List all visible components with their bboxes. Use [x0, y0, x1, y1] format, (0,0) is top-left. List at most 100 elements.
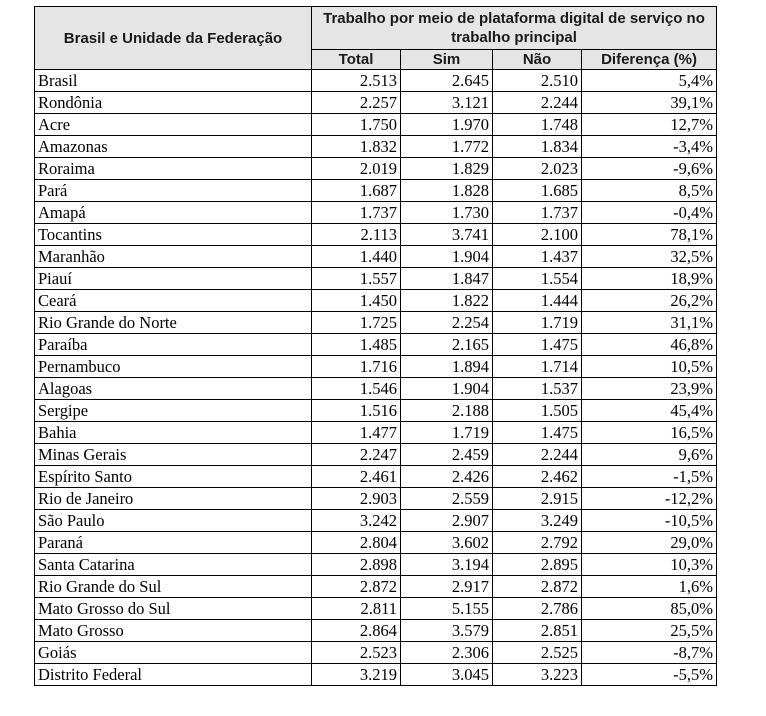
sim-cell: 1.822 — [400, 289, 493, 312]
column-header-diferenca: Diferença (%) — [580, 49, 718, 70]
nao-cell: 1.475 — [492, 333, 582, 356]
total-cell: 2.898 — [311, 553, 401, 576]
table-row: Roraima 2.019 1.829 2.023 -9,6% — [34, 157, 718, 180]
sim-cell: 1.828 — [400, 179, 493, 202]
diferenca-cell: 18,9% — [580, 267, 718, 290]
nao-cell: 1.475 — [492, 421, 582, 444]
nao-cell: 1.505 — [492, 399, 582, 422]
table-row: Distrito Federal 3.219 3.045 3.223 -5,5% — [34, 663, 718, 686]
total-cell: 1.440 — [311, 245, 401, 268]
region-name-cell: Pará — [34, 179, 312, 202]
table-body: Brasil 2.513 2.645 2.510 5,4% Rondônia 2.257 3.… — [34, 69, 718, 686]
sim-cell: 1.894 — [400, 355, 493, 378]
income-table: Brasil e Unidade da Federação Trabalho p… — [34, 6, 718, 686]
sim-cell: 1.847 — [400, 267, 493, 290]
nao-cell: 2.895 — [492, 553, 582, 576]
region-name-cell: Maranhão — [34, 245, 312, 268]
total-cell: 1.687 — [311, 179, 401, 202]
region-name-cell: Amapá — [34, 201, 312, 224]
table-row: Espírito Santo 2.461 2.426 2.462 -1,5% — [34, 465, 718, 488]
region-name-cell: Sergipe — [34, 399, 312, 422]
region-name-cell: Distrito Federal — [34, 663, 312, 686]
region-name-cell: Roraima — [34, 157, 312, 180]
nao-cell: 1.554 — [492, 267, 582, 290]
header-row-sub: Total Sim Não Diferença (%) — [35, 49, 718, 70]
diferenca-cell: -8,7% — [580, 641, 718, 664]
nao-cell: 3.249 — [492, 509, 582, 532]
sim-cell: 1.904 — [400, 377, 493, 400]
nao-cell: 2.786 — [492, 597, 582, 620]
diferenca-cell: 9,6% — [580, 443, 718, 466]
nao-cell: 2.510 — [492, 69, 582, 92]
diferenca-cell: -1,5% — [580, 465, 718, 488]
nao-cell: 1.437 — [492, 245, 582, 268]
sim-cell: 3.579 — [400, 619, 493, 642]
region-name-cell: Amazonas — [34, 135, 312, 158]
sim-cell: 1.719 — [400, 421, 493, 444]
nao-cell: 2.872 — [492, 575, 582, 598]
sim-cell: 2.188 — [400, 399, 493, 422]
table-row: Amapá 1.737 1.730 1.737 -0,4% — [34, 201, 718, 224]
region-name-cell: Paraíba — [34, 333, 312, 356]
table-row: Goiás 2.523 2.306 2.525 -8,7% — [34, 641, 718, 664]
sim-cell: 1.970 — [400, 113, 493, 136]
total-cell: 2.257 — [311, 91, 401, 114]
sim-cell: 2.559 — [400, 487, 493, 510]
region-name-cell: Ceará — [34, 289, 312, 312]
diferenca-cell: -10,5% — [580, 509, 718, 532]
table-row: Rio Grande do Sul 2.872 2.917 2.872 1,6% — [34, 575, 718, 598]
region-name-cell: Rio Grande do Sul — [34, 575, 312, 598]
total-cell: 2.804 — [311, 531, 401, 554]
sim-cell: 2.254 — [400, 311, 493, 334]
region-name-cell: Mato Grosso — [34, 619, 312, 642]
total-cell: 2.864 — [311, 619, 401, 642]
table-row: São Paulo 3.242 2.907 3.249 -10,5% — [34, 509, 718, 532]
total-cell: 1.750 — [311, 113, 401, 136]
total-cell: 2.247 — [311, 443, 401, 466]
diferenca-cell: 32,5% — [580, 245, 718, 268]
region-column-header: Brasil e Unidade da Federação — [34, 6, 312, 70]
region-name-cell: Alagoas — [34, 377, 312, 400]
sim-cell: 3.194 — [400, 553, 493, 576]
nao-cell: 2.462 — [492, 465, 582, 488]
sim-cell: 5.155 — [400, 597, 493, 620]
diferenca-cell: 23,9% — [580, 377, 718, 400]
diferenca-cell: 10,3% — [580, 553, 718, 576]
table-row: Alagoas 1.546 1.904 1.537 23,9% — [34, 377, 718, 400]
region-name-cell: Brasil — [34, 69, 312, 92]
sim-cell: 1.829 — [400, 157, 493, 180]
table-row: Bahia 1.477 1.719 1.475 16,5% — [34, 421, 718, 444]
nao-cell: 2.525 — [492, 641, 582, 664]
region-name-cell: Pernambuco — [34, 355, 312, 378]
table-row: Pará 1.687 1.828 1.685 8,5% — [34, 179, 718, 202]
nao-cell: 3.223 — [492, 663, 582, 686]
nao-cell: 1.714 — [492, 355, 582, 378]
diferenca-cell: 12,7% — [580, 113, 718, 136]
nao-cell: 1.719 — [492, 311, 582, 334]
diferenca-cell: 46,8% — [580, 333, 718, 356]
table-row: Rondônia 2.257 3.121 2.244 39,1% — [34, 91, 718, 114]
diferenca-cell: 45,4% — [580, 399, 718, 422]
nao-cell: 1.537 — [492, 377, 582, 400]
table-row: Pernambuco 1.716 1.894 1.714 10,5% — [34, 355, 718, 378]
total-cell: 2.811 — [311, 597, 401, 620]
sim-cell: 2.645 — [400, 69, 493, 92]
diferenca-cell: 78,1% — [580, 223, 718, 246]
column-header-nao: Não — [492, 49, 582, 70]
sim-cell: 2.917 — [400, 575, 493, 598]
table-row: Sergipe 1.516 2.188 1.505 45,4% — [34, 399, 718, 422]
nao-cell: 1.737 — [492, 201, 582, 224]
sim-cell: 3.602 — [400, 531, 493, 554]
region-name-cell: São Paulo — [34, 509, 312, 532]
region-name-cell: Bahia — [34, 421, 312, 444]
nao-cell: 2.915 — [492, 487, 582, 510]
table-row: Amazonas 1.832 1.772 1.834 -3,4% — [34, 135, 718, 158]
sim-cell: 1.730 — [400, 201, 493, 224]
sim-cell: 3.741 — [400, 223, 493, 246]
sim-cell: 2.426 — [400, 465, 493, 488]
sim-cell: 3.045 — [400, 663, 493, 686]
sim-cell: 3.121 — [400, 91, 493, 114]
diferenca-cell: 29,0% — [580, 531, 718, 554]
total-cell: 2.523 — [311, 641, 401, 664]
table-row: Acre 1.750 1.970 1.748 12,7% — [34, 113, 718, 136]
